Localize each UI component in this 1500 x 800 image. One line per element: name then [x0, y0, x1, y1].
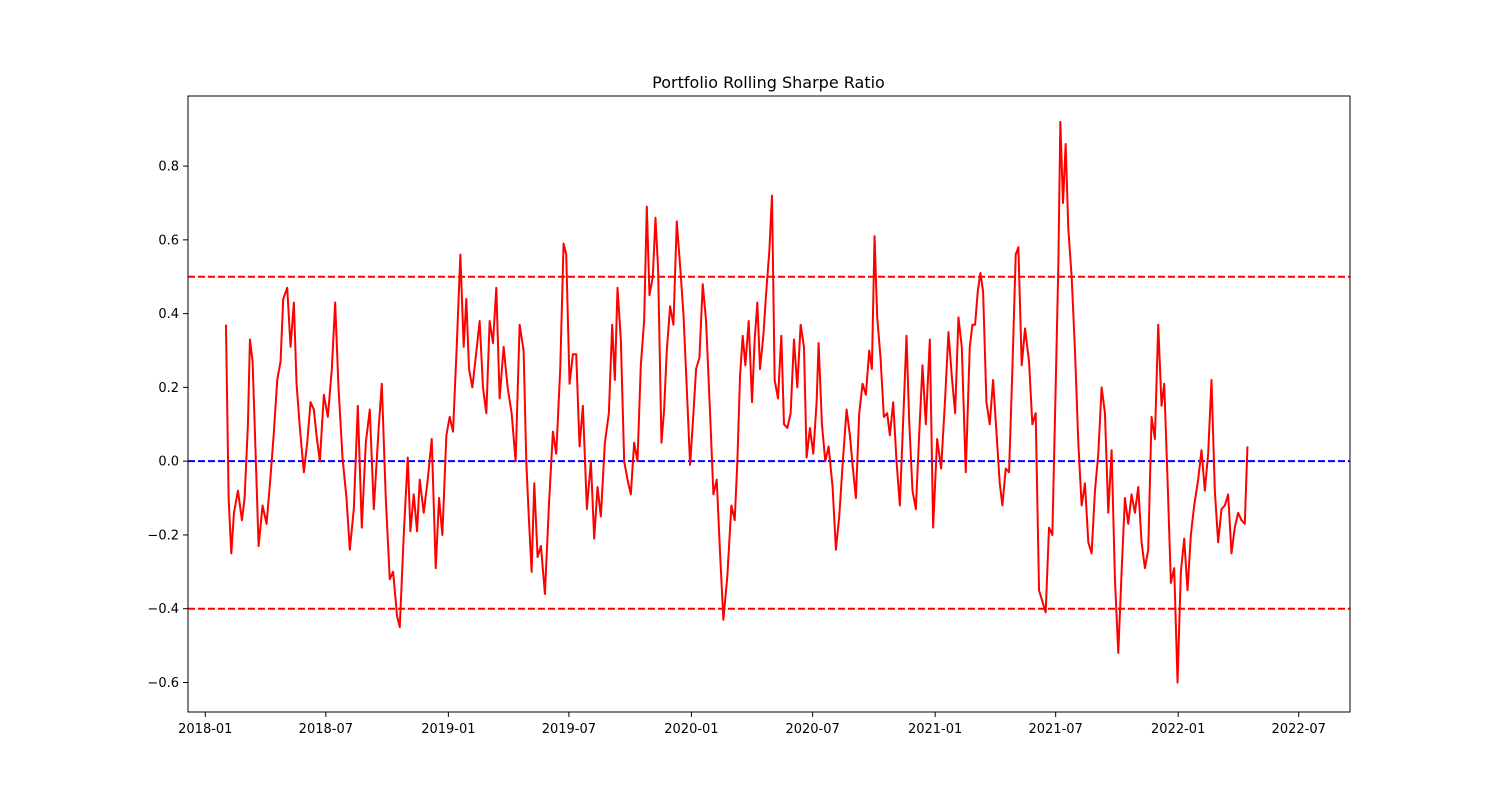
x-tick-label: 2020-07: [785, 722, 839, 737]
y-tick-label: 0.6: [158, 233, 179, 248]
x-tick-label: 2022-01: [1151, 722, 1205, 737]
x-tick-label: 2019-01: [421, 722, 475, 737]
y-tick-label: 0.8: [158, 160, 179, 175]
y-tick-label: 0.4: [158, 307, 179, 322]
axes-frame: [187, 95, 1351, 713]
plot-area: 2018-01 2018-07 2019-01 2019-07 2020-01 2020-…: [147, 95, 1351, 737]
y-tick-label: −0.4: [147, 602, 179, 617]
y-tick-label: −0.6: [147, 676, 179, 691]
x-tick-label: 2021-07: [1029, 722, 1083, 737]
y-tick-label: −0.2: [147, 528, 179, 543]
x-tick-label: 2022-07: [1272, 722, 1326, 737]
x-tick-label: 2021-01: [908, 722, 962, 737]
x-tick-label: 2020-01: [664, 722, 718, 737]
x-tick-label: 2018-07: [299, 722, 353, 737]
chart-title: Portfolio Rolling Sharpe Ratio: [652, 73, 885, 92]
y-tick-label: 0.0: [158, 455, 179, 470]
series-line-0: [224, 120, 1249, 684]
y-tick-label: 0.2: [158, 381, 179, 396]
x-tick-label: 2019-07: [542, 722, 596, 737]
x-tick-label: 2018-01: [178, 722, 232, 737]
